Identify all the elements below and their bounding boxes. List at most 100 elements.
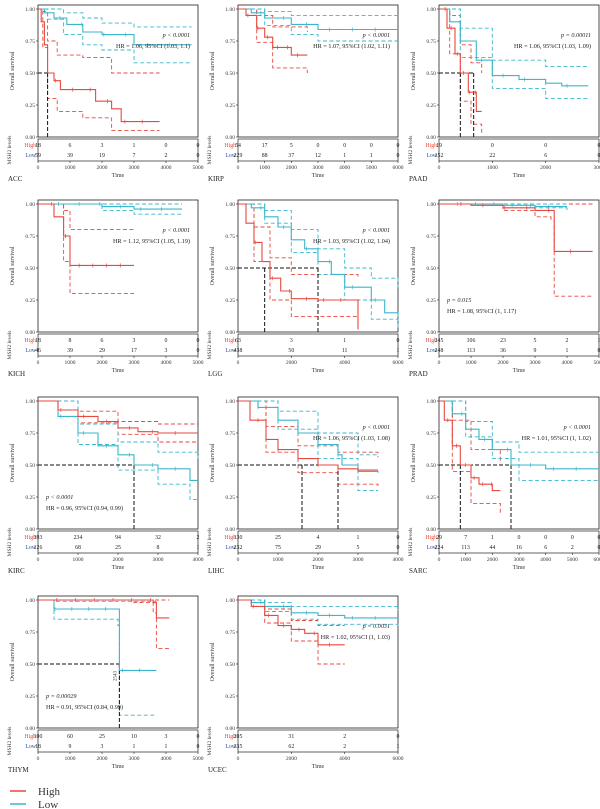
risk-table-axis-label: MSH2 levels: [7, 136, 13, 165]
x-tick-label: 3000: [129, 360, 140, 366]
y-tick-label: 0.00: [25, 726, 35, 732]
high-survival-curve: [439, 203, 593, 252]
x-tick-label: 2000: [540, 165, 551, 171]
y-axis-label: Overall survival: [210, 642, 216, 681]
risk-table-frame: [37, 138, 199, 162]
y-tick-label: 1.00: [426, 202, 436, 208]
plot-frame: [37, 396, 199, 530]
x-tick-label: 3000: [353, 557, 364, 563]
legend-high-label: High: [38, 786, 61, 798]
x-tick-label: 2000: [286, 756, 297, 762]
y-tick-label: 0.00: [225, 726, 235, 732]
x-tick-label: 5000: [193, 165, 204, 171]
x-tick-label: 3000: [514, 557, 525, 563]
risk-high-count: 2: [343, 734, 346, 740]
risk-high-count: 25: [99, 734, 105, 740]
y-tick-label: 0.50: [225, 71, 235, 77]
y-tick-label: 0.75: [25, 39, 35, 45]
high-ci-upper-line: [238, 203, 359, 279]
risk-high-count: 32: [155, 535, 161, 541]
x-tick-label: 1000: [73, 557, 84, 563]
high-ci-upper-line: [238, 8, 308, 32]
cancer-type-label: LIHC: [208, 567, 225, 575]
low-survival-curve: [38, 8, 192, 46]
p-value-label: p < 0.0001: [362, 227, 390, 234]
risk-high-count: 18: [35, 143, 41, 149]
risk-low-count: 75: [275, 545, 281, 551]
hazard-ratio-label: HR = 1.06, 95%CI (1.03, 1.09): [514, 43, 591, 50]
risk-high-count: 1: [357, 535, 360, 541]
risk-low-count: 22: [489, 153, 495, 159]
risk-low-count: 232: [234, 545, 243, 551]
risk-table-axis-label: MSH2 levels: [7, 331, 13, 360]
low-ci-lower-line: [38, 8, 192, 64]
low-ci-lower-line: [238, 599, 399, 626]
risk-high-count: 5: [290, 143, 293, 149]
x-tick-label: 5000: [594, 360, 600, 366]
risk-high-count: 0: [317, 143, 320, 149]
y-tick-label: 0.00: [426, 330, 436, 336]
x-tick-label: 1000: [259, 165, 270, 171]
high-ci-upper-line: [439, 8, 483, 73]
risk-low-row-label: Low: [25, 744, 36, 750]
y-tick-label: 0.75: [25, 234, 35, 240]
risk-high-row-label: High: [224, 143, 236, 149]
x-tick-label: 2000: [97, 165, 108, 171]
high-survival-curve: [38, 8, 160, 123]
hazard-ratio-label: HR = 1.07, 95%CI (1.02, 1.11): [313, 43, 390, 50]
x-tick-label: 5000: [193, 360, 204, 366]
risk-high-count: 6: [101, 338, 104, 344]
risk-low-count: 126: [34, 545, 43, 551]
y-tick-label: 0.25: [426, 103, 436, 109]
risk-high-count: 1: [598, 338, 600, 344]
x-tick-label: 0: [37, 557, 40, 563]
y-axis-label: Overall survival: [210, 51, 216, 90]
risk-low-count: 113: [461, 545, 470, 551]
x-tick-label: 5000: [567, 557, 578, 563]
x-axis-label: Time: [312, 173, 325, 179]
risk-low-count: 0: [598, 348, 600, 354]
risk-low-row-label: Low: [225, 744, 236, 750]
x-axis-label: Time: [513, 565, 526, 571]
risk-high-row-label: High: [224, 535, 236, 541]
x-tick-label: 4000: [339, 756, 350, 762]
risk-high-count: 234: [74, 535, 83, 541]
low-survival-curve: [238, 8, 398, 31]
p-value-label: p < 0.0001: [45, 494, 73, 501]
high-ci-upper-line: [38, 203, 134, 231]
risk-high-count: 1: [133, 143, 136, 149]
risk-low-count: 0: [197, 153, 200, 159]
x-tick-label: 0: [37, 360, 40, 366]
y-tick-label: 0.25: [225, 495, 235, 501]
legend: High Low: [10, 786, 61, 809]
low-survival-curve: [38, 599, 157, 671]
risk-high-count: 0: [370, 143, 373, 149]
p-value-label: p = 0.00029: [45, 693, 76, 700]
x-tick-label: 4000: [540, 557, 551, 563]
risk-low-count: 9: [69, 744, 72, 750]
high-survival-curve: [38, 203, 134, 266]
x-tick-label: 0: [237, 165, 240, 171]
risk-low-count: 88: [262, 153, 268, 159]
high-survival-curve: [238, 203, 359, 330]
risk-high-row-label: High: [224, 338, 236, 344]
risk-low-count: 113: [467, 348, 476, 354]
risk-low-count: 1: [566, 348, 569, 354]
cancer-type-label: LGG: [208, 370, 222, 378]
y-tick-label: 1.00: [25, 399, 35, 405]
y-tick-label: 0.00: [225, 135, 235, 141]
low-ci-upper-line: [238, 599, 399, 611]
x-tick-label: 0: [438, 360, 441, 366]
low-ci-lower-line: [439, 8, 589, 100]
plot-frame: [37, 595, 199, 729]
km-panel-ucec: 0.00 0.25 0.50 0.75 1.00 Overall survival p = …: [207, 595, 404, 774]
risk-high-count: 19: [436, 143, 442, 149]
risk-low-count: 39: [67, 348, 73, 354]
plot-frame: [438, 4, 600, 138]
x-tick-label: 0: [237, 360, 240, 366]
risk-high-count: 6: [69, 143, 72, 149]
risk-high-count: 25: [275, 535, 281, 541]
risk-high-count: 0: [197, 338, 200, 344]
risk-high-count: 393: [34, 535, 43, 541]
hazard-ratio-label: HR = 1.12, 95%CI (1.05, 1.19): [113, 238, 190, 245]
